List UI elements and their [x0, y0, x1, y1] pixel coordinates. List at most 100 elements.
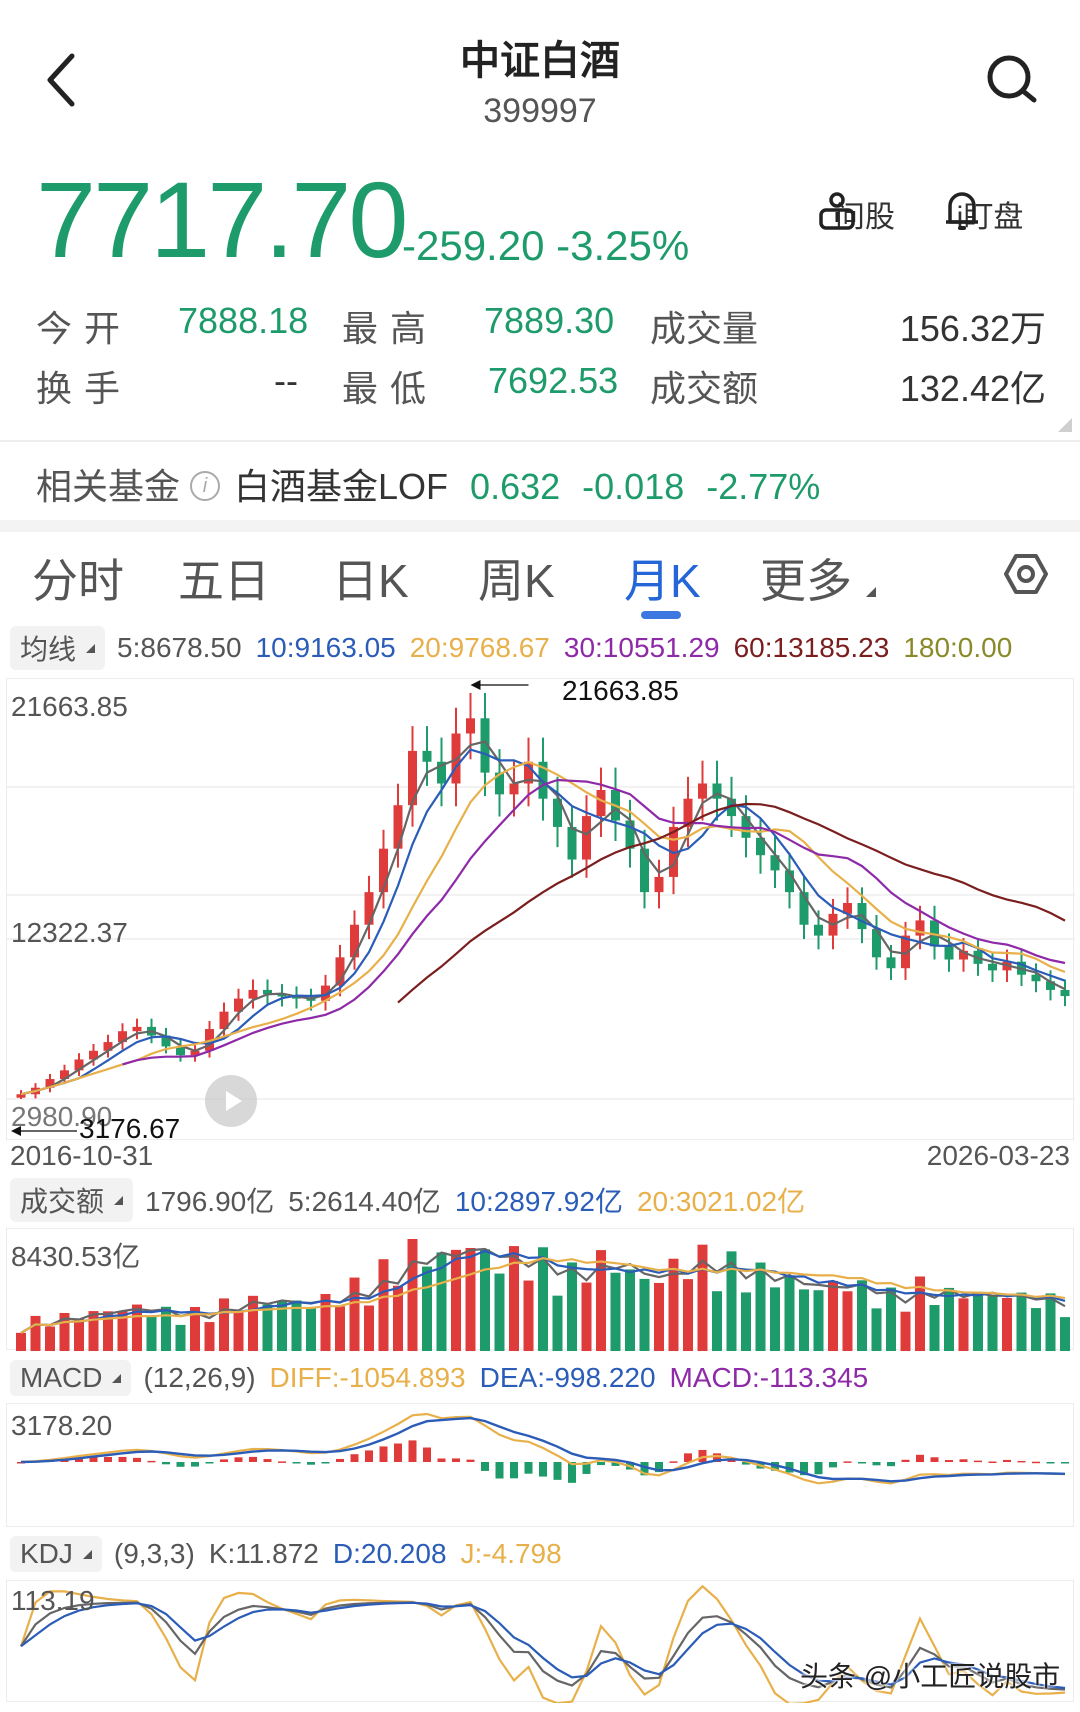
robot-advisor-icon [819, 192, 855, 230]
amount-ma5: 5:2614.40亿 [288, 1186, 441, 1217]
ma-chip-label: 均线 [20, 634, 77, 665]
amount-chart[interactable]: 8430.53亿 [6, 1228, 1074, 1351]
stats-grid: 今开 7888.18 最高 7889.30 成交量 156.32万 换手 -- … [36, 300, 1046, 420]
stats-row-2: 换手 -- 最低 7692.53 成交额 132.42亿 [36, 360, 1046, 420]
ma20-value: 20:9768.67 [409, 632, 550, 663]
amount-y-top: 8430.53亿 [11, 1241, 141, 1272]
play-button-overlay[interactable] [205, 1075, 257, 1127]
high-label: 最高 [342, 308, 439, 349]
header: 中证白酒 399997 [0, 0, 1080, 150]
kdj-d: D:20.208 [332, 1538, 447, 1569]
tab-more-label: 更多 [760, 555, 852, 607]
kdj-j: J:-4.798 [460, 1538, 562, 1569]
macd-diff: DIFF:-1054.893 [269, 1362, 466, 1393]
amount-ma10: 10:2897.92亿 [454, 1186, 623, 1217]
open-value: 7888.18 [178, 300, 309, 341]
related-fund-label: 相关基金 [36, 466, 181, 507]
kdj-y-top: 113.19 [11, 1585, 95, 1616]
kdj-chart[interactable]: 113.19 [6, 1580, 1074, 1703]
divider [0, 440, 1080, 442]
kdj-chip-label: KDJ [20, 1538, 73, 1569]
tab-intraday[interactable]: 分时 [32, 555, 124, 607]
kdj-selector[interactable]: KDJ [10, 1536, 102, 1572]
amount-value: 132.42亿 [899, 368, 1046, 409]
tab-more[interactable]: 更多 [760, 545, 876, 611]
related-fund-row[interactable]: 相关基金 i 白酒基金LOF 0.632 -0.018 -2.77% [36, 458, 820, 510]
back-button[interactable] [42, 50, 82, 110]
page-title: 中证白酒 [460, 39, 620, 83]
tab-daily-k[interactable]: 日K [332, 555, 409, 607]
kdj-k: K:11.872 [208, 1538, 319, 1569]
low-value: 7692.53 [488, 360, 619, 401]
high-value: 7889.30 [484, 300, 615, 341]
y-axis-top: 21663.85 [11, 691, 128, 722]
turnover-value: -- [274, 360, 298, 401]
change-value: -259.20 [402, 222, 545, 269]
period-tabs: 分时 五日 日K 周K 月K 更多 [0, 545, 1080, 625]
tab-five-day[interactable]: 五日 [178, 555, 270, 607]
info-icon[interactable]: i [190, 471, 221, 502]
kdj-legend: KDJ (9,3,3) K:11.872 D:20.208 J:-4.798 [10, 1534, 576, 1574]
volume-label: 成交量 [650, 308, 759, 349]
search-button[interactable] [982, 50, 1042, 110]
hexagon-settings-icon [1004, 554, 1048, 594]
chevron-left-icon [47, 53, 75, 107]
amount-chip-label: 成交额 [20, 1186, 105, 1217]
fund-change: -0.018 [582, 466, 685, 507]
macd-y-top: 3178.20 [11, 1410, 113, 1441]
amount-legend: 成交额 1796.90亿 5:2614.40亿 10:2897.92亿 20:3… [10, 1178, 819, 1222]
candlestick-plot [7, 680, 1075, 1136]
ma5-value: 5:8678.50 [117, 632, 242, 663]
ma10-value: 10:9163.05 [255, 632, 396, 663]
watch-button[interactable]: i盯盘 [940, 190, 1040, 236]
macd-selector[interactable]: MACD [10, 1360, 132, 1396]
amount-bars-plot [16, 1239, 1070, 1351]
quote-block: 7717.70 -259.20 -3.25% [36, 159, 689, 280]
ma180-value: 180:0.00 [903, 632, 1013, 663]
dropdown-triangle-icon [82, 1549, 92, 1559]
date-start: 2016-10-31 [10, 1140, 154, 1171]
low-label: 最低 [342, 368, 439, 409]
ask-stock-button[interactable]: 问股 [815, 190, 915, 236]
section-separator [0, 520, 1080, 532]
fund-change-percent: -2.77% [706, 466, 821, 507]
dropdown-triangle-icon [112, 1373, 122, 1383]
macd-legend: MACD (12,26,9) DIFF:-1054.893 DEA:-998.2… [10, 1358, 882, 1398]
expand-corner-icon[interactable] [1058, 418, 1072, 432]
ma30-value: 30:10551.29 [563, 632, 720, 663]
tab-monthly-k[interactable]: 月K [624, 555, 701, 607]
chart-settings-button[interactable] [1002, 550, 1050, 598]
current-price: 7717.70 [36, 159, 408, 280]
macd-params: (12,26,9) [143, 1362, 256, 1393]
dropdown-triangle-icon [114, 1195, 124, 1205]
amount-current: 1796.90亿 [145, 1186, 275, 1217]
fund-name: 白酒基金LOF [234, 466, 449, 507]
search-icon [987, 55, 1037, 103]
change-percent: -3.25% [556, 222, 690, 269]
tab-weekly-k[interactable]: 周K [478, 555, 555, 607]
watch-label: i盯盘 [956, 201, 1024, 234]
amount-ma20: 20:3021.02亿 [636, 1186, 806, 1217]
min-price-marker: 3176.67 [79, 1113, 181, 1144]
macd-value: MACD:-113.345 [669, 1362, 869, 1393]
amount-selector[interactable]: 成交额 [10, 1178, 134, 1222]
macd-chart[interactable]: 3178.20 [6, 1403, 1074, 1527]
watermark: 头条 @小工匠说股市 [800, 1661, 1061, 1692]
y-axis-bottom: 2980.90 [11, 1101, 113, 1132]
index-code: 399997 [483, 92, 597, 130]
dropdown-triangle-icon [866, 587, 876, 597]
y-axis-mid: 12322.37 [11, 917, 128, 948]
dropdown-triangle-icon [86, 643, 96, 653]
ma-selector[interactable]: 均线 [10, 626, 106, 670]
fund-price: 0.632 [470, 466, 561, 507]
open-label: 今开 [36, 308, 133, 349]
kdj-plot [19, 1584, 1066, 1703]
kdj-params: (9,3,3) [113, 1538, 195, 1569]
active-tab-indicator [641, 611, 681, 619]
macd-chip-label: MACD [20, 1362, 103, 1393]
bell-icon [946, 192, 978, 230]
price-change: -259.20 -3.25% [402, 222, 689, 270]
ma-legend: 均线 5:8678.50 10:9163.05 20:9768.67 30:10… [10, 626, 1026, 670]
date-end: 2026-03-23 [926, 1140, 1070, 1171]
price-chart[interactable]: 21663.85 12322.37 2980.90 21663.85 3176.… [6, 675, 1075, 1144]
